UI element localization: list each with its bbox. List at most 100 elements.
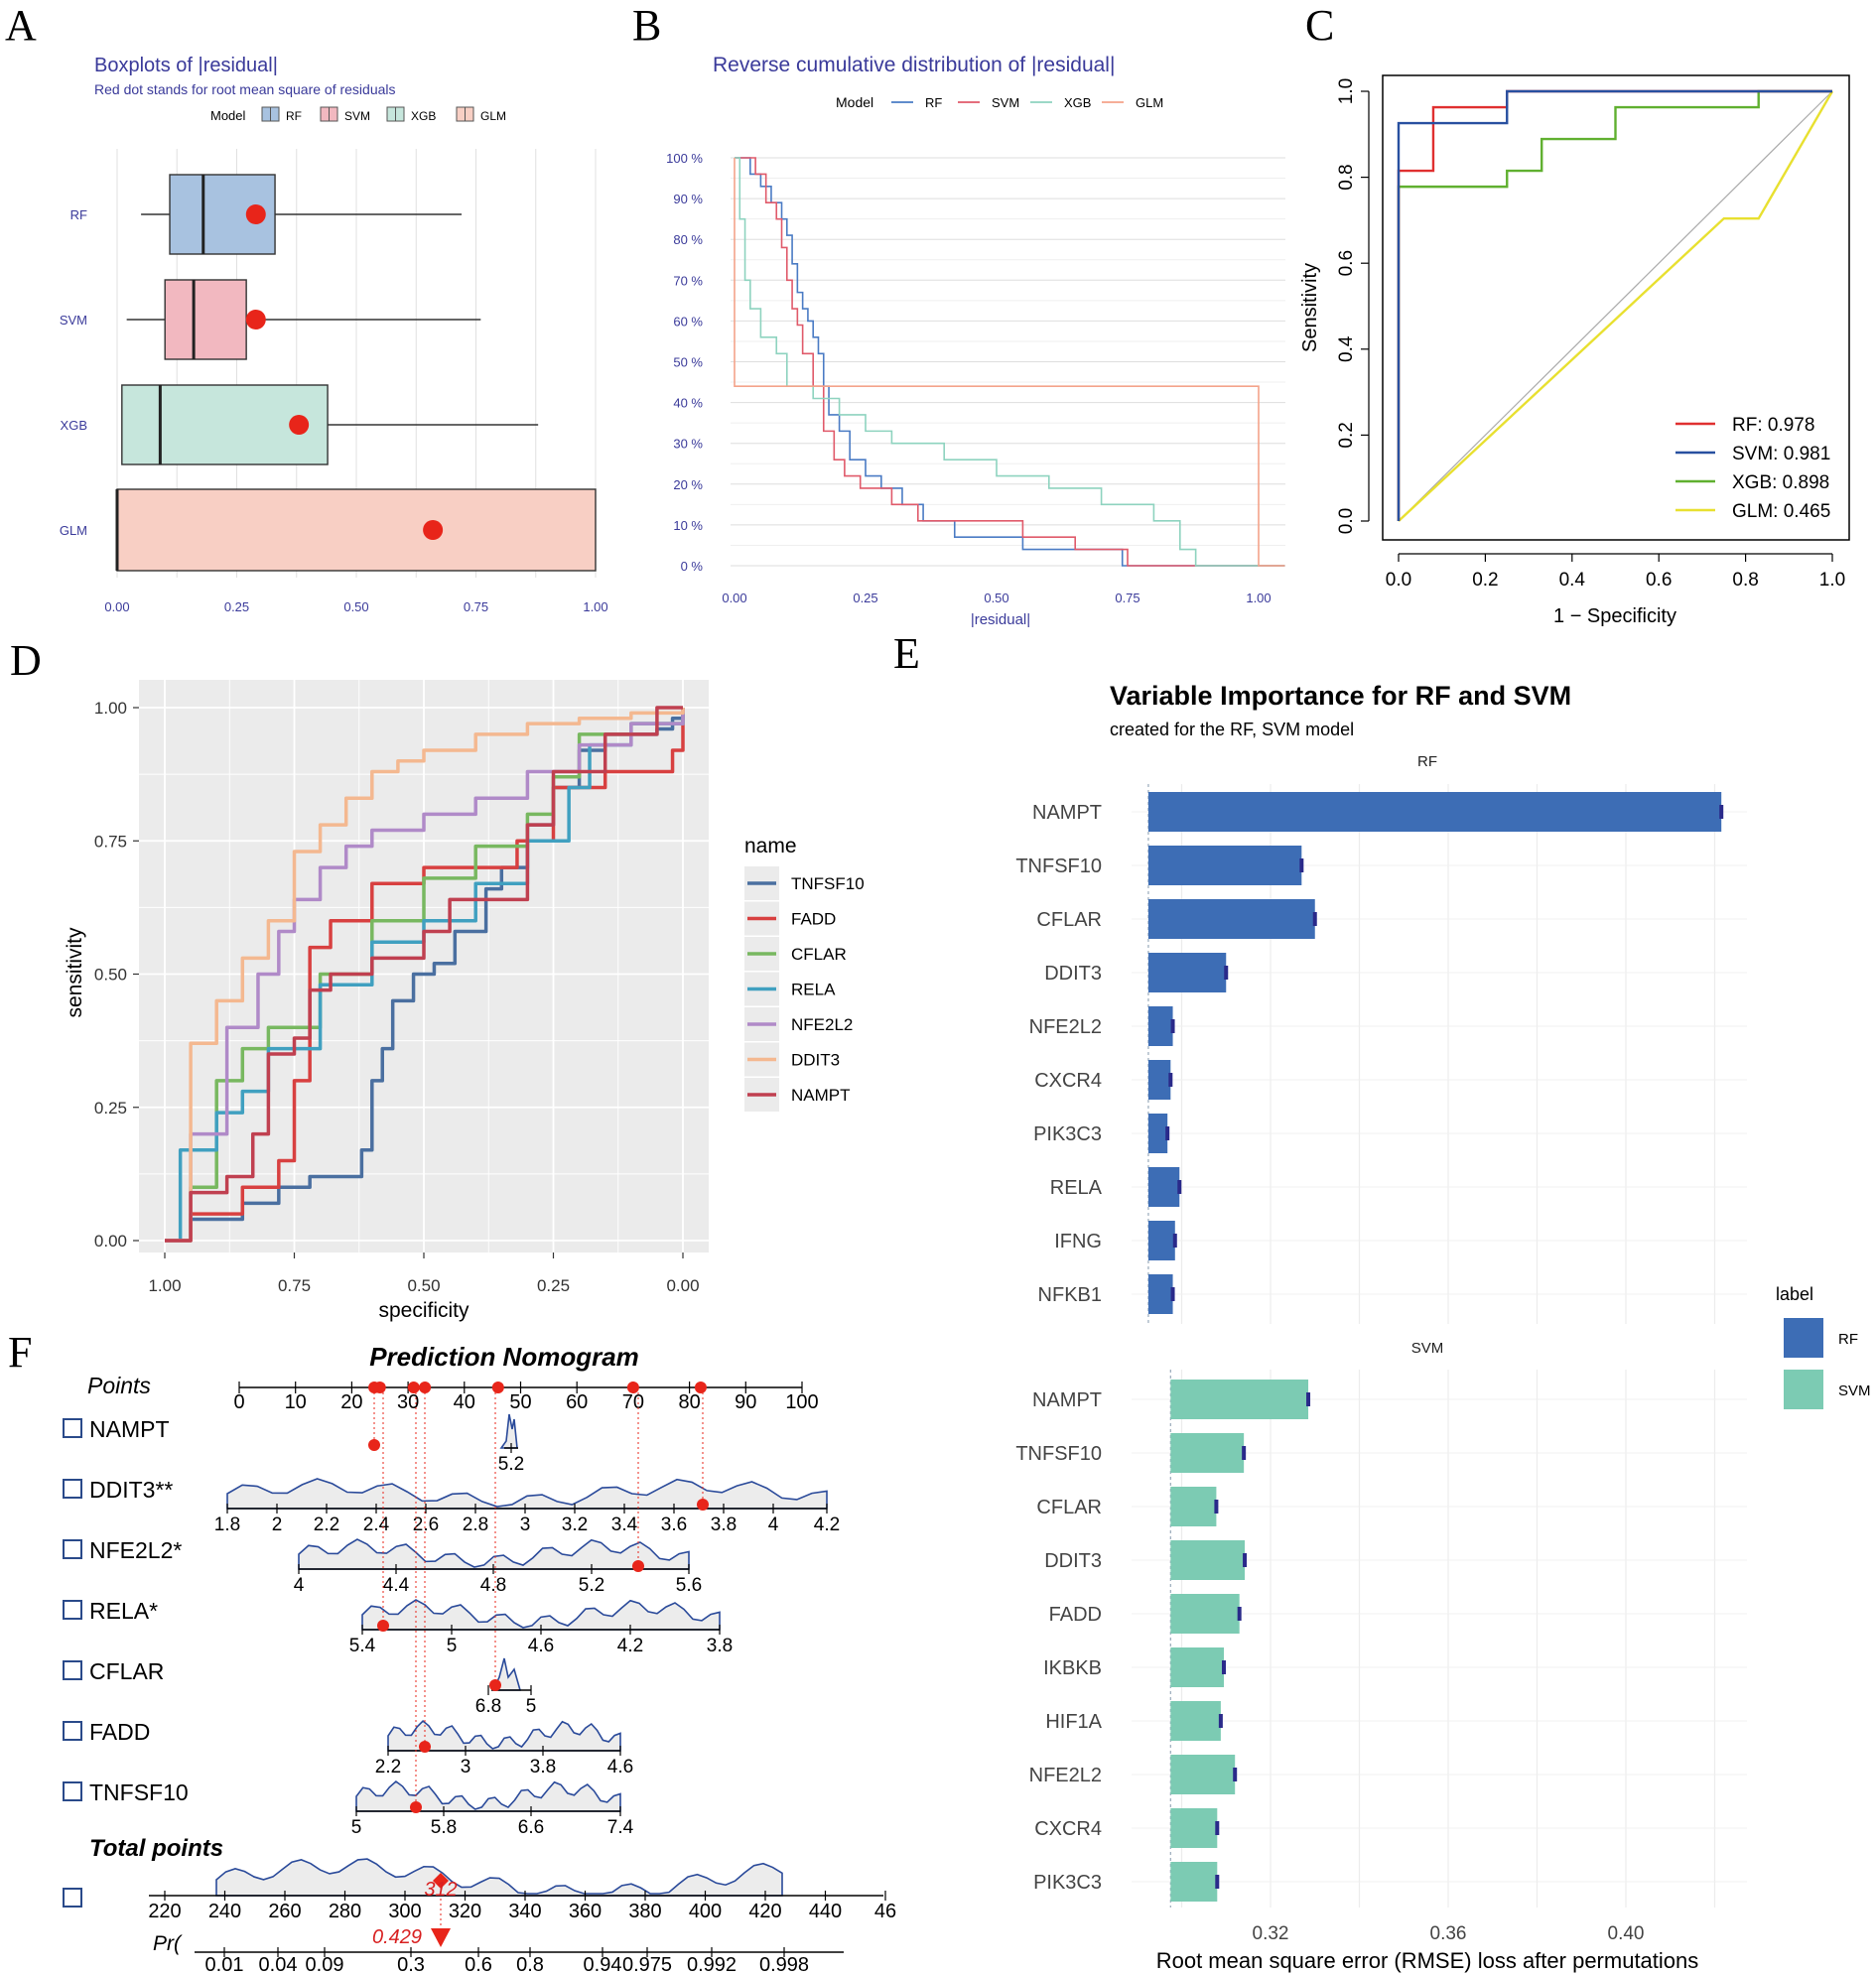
panel-e-bar <box>1170 1701 1221 1741</box>
panel-b-ytick-label: 70 % <box>673 273 703 288</box>
panel-e-legend-title: label <box>1776 1284 1813 1304</box>
panel-f-title: Prediction Nomogram <box>369 1342 639 1372</box>
panel-c-roc-curve <box>1398 90 1834 522</box>
panel-a-box <box>164 279 247 360</box>
panel-a-legend-label: GLM <box>480 109 506 123</box>
panel-e-bar <box>1170 1862 1218 1902</box>
panel-d-roc-curve <box>165 708 685 1243</box>
panel-b-series-line <box>735 157 1285 567</box>
panel-d-xtick-label: 1.00 <box>148 1276 181 1295</box>
panel-f-points-tick-label: 50 <box>509 1391 531 1413</box>
panel-e-facet-strip: RF <box>1417 753 1437 770</box>
panel-f-density <box>361 1599 721 1631</box>
panel-label-d: D <box>10 636 42 685</box>
panel-f-density <box>499 1413 518 1449</box>
panel-f-variable-dot <box>632 1560 644 1572</box>
panel-f-points-tick-label: 30 <box>397 1391 419 1413</box>
panel-f-variable-label: CFLAR <box>89 1658 164 1684</box>
panel-f-variable-tick-label: 3.6 <box>661 1514 687 1535</box>
panel-f-variable-checkbox <box>63 1660 82 1680</box>
panel-a-legend-label: XGB <box>411 109 436 123</box>
panel-e-variable-label: IKBKB <box>1043 1657 1102 1679</box>
panel-e-variable-label: CFLAR <box>1036 909 1102 931</box>
panel-b-ytick-label: 20 % <box>673 477 703 492</box>
panel-f-pr-tick-label: 0.94 <box>584 1954 622 1975</box>
panel-f-variable-checkbox <box>63 1479 82 1499</box>
panel-d-roc-genes: 0.00 0.25 0.50 0.75 1.00 1.00 0.75 0.50 0.25 0.00… <box>64 680 865 1322</box>
panel-f-variable-checkbox <box>63 1721 82 1741</box>
panel-a-xtick-label: 0.50 <box>343 599 368 614</box>
panel-e-variable-label: RELA <box>1050 1177 1103 1199</box>
panel-d-ytick-label: 0.75 <box>94 832 127 851</box>
panel-f-variable-tick-label: 5 <box>351 1817 362 1838</box>
panel-a-legend-label: SVM <box>344 109 370 123</box>
panel-c-ytick-label: 0.8 <box>1336 164 1357 190</box>
panel-c-xtick-label: 1.0 <box>1819 570 1845 591</box>
panel-f-variable-label: NAMPT <box>89 1416 170 1442</box>
panel-f-pr-tick-label: 0.01 <box>205 1954 244 1975</box>
panel-b-xtick-label: 0.25 <box>853 591 877 605</box>
panel-f-variable-tick-label: 5 <box>447 1636 458 1656</box>
panel-e-variable-label: CFLAR <box>1036 1497 1102 1518</box>
panel-label-c: C <box>1305 1 1334 50</box>
panel-a-category-label: GLM <box>60 523 87 538</box>
panel-a-rmse-dot <box>289 415 310 435</box>
panel-a-legend-title: Model <box>210 108 246 123</box>
panel-f-variable-dot <box>377 1620 389 1632</box>
panel-f-variable-dot <box>410 1801 422 1813</box>
panel-c-roc-curve <box>1397 89 1832 521</box>
panel-f-variable-tick-label: 6.6 <box>518 1817 544 1838</box>
panel-label-b: B <box>632 1 661 50</box>
panel-f-variable-checkbox <box>63 1418 82 1438</box>
panel-a-boxplots: Boxplots of |residual| Red dot stands fo… <box>60 55 608 614</box>
panel-b-xtick-label: 0.75 <box>1115 591 1139 605</box>
panel-e-variable-label: NFE2L2 <box>1029 1016 1102 1038</box>
panel-b-legend-label: XGB <box>1064 95 1091 110</box>
panel-a-rmse-dot <box>245 310 266 329</box>
panel-a-legend: Model RF SVM XGB GLM <box>210 106 506 123</box>
panel-f-variable-tick-label: 7.4 <box>607 1817 634 1838</box>
panel-a-xtick-label: 0.00 <box>104 599 129 614</box>
panel-e-legend-label: SVM <box>1838 1382 1871 1399</box>
panel-e-variable-label: NFE2L2 <box>1029 1765 1102 1786</box>
panel-b-title: Reverse cumulative distribution of |resi… <box>713 54 1115 76</box>
panel-f-variable-tick-label: 4.8 <box>480 1575 506 1596</box>
panel-c-legend-label: XGB: 0.898 <box>1732 472 1829 493</box>
panel-b-legend-label: GLM <box>1136 95 1163 110</box>
panel-f-pr-label: Pr( <box>153 1932 183 1955</box>
panel-b-xtick-label: 0.00 <box>722 591 746 605</box>
panel-e-bar <box>1147 1221 1175 1260</box>
panel-e-bar <box>1170 1380 1309 1419</box>
panel-c-roc-curve <box>1397 89 1832 521</box>
panel-e-variable-label: DDIT3 <box>1044 1550 1102 1572</box>
panel-e-title: Variable Importance for RF and SVM <box>1110 681 1571 711</box>
panel-b-ytick-label: 10 % <box>673 518 703 533</box>
panel-d-legend: name TNFSF10 FADD CFLAR RELA NFE2L2 DDIT3 NAMP… <box>744 835 865 1112</box>
panel-f-total-tick-label: 300 <box>388 1901 421 1922</box>
panel-d-legend-label: DDIT3 <box>791 1051 840 1070</box>
panel-a-legend-label: RF <box>286 109 302 123</box>
panel-b-reverse-cdf: Reverse cumulative distribution of |resi… <box>666 54 1285 628</box>
panel-c-xtick-label: 0.0 <box>1386 570 1411 591</box>
panel-f-variable-dot <box>368 1439 380 1451</box>
panel-f-variable-tick-label: 5.2 <box>498 1454 524 1475</box>
panel-e-variable-label: CXCR4 <box>1034 1070 1102 1092</box>
panel-f-points-tick-label: 60 <box>566 1391 588 1413</box>
panel-e-bar <box>1170 1540 1246 1580</box>
panel-f-pr-tick-label: 0.6 <box>465 1954 492 1975</box>
panel-f-total-tick-label: 46 <box>874 1901 896 1922</box>
panel-f-total-tick-label: 400 <box>689 1901 722 1922</box>
panel-f-variable-checkbox <box>63 1781 82 1801</box>
panel-f-pr-tick-label: 0.8 <box>516 1954 544 1975</box>
panel-e-bar <box>1147 1114 1168 1153</box>
panel-e-legend-swatch <box>1784 1370 1823 1409</box>
panel-f-points-tick-label: 10 <box>285 1391 307 1413</box>
panel-d-ytick-label: 1.00 <box>94 699 127 718</box>
panel-f-total-tick-label: 440 <box>809 1901 842 1922</box>
panel-f-variable-label: RELA* <box>89 1598 158 1624</box>
panel-f-variable-tick-label: 2.2 <box>375 1757 401 1778</box>
panel-a-xtick-label: 0.75 <box>464 599 488 614</box>
panel-f-variable-tick-label: 3.4 <box>611 1514 638 1535</box>
panel-f-variable-tick-label: 3.8 <box>530 1757 556 1778</box>
panel-a-rmse-dot <box>423 520 444 540</box>
